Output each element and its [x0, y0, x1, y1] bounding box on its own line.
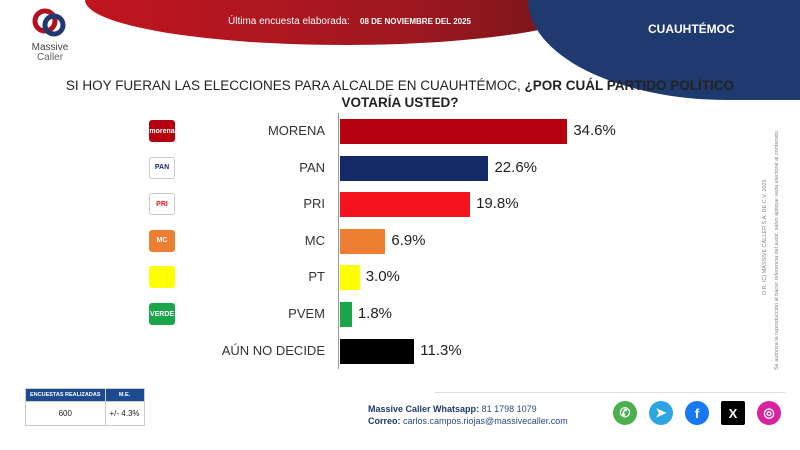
whatsapp-number[interactable]: 81 1798 1079 [481, 404, 537, 414]
logo-text: Caller [36, 52, 64, 63]
facebook-icon[interactable]: f [685, 401, 709, 425]
value-label: 19.8% [476, 195, 519, 213]
bar-aún-no-decide [340, 338, 415, 364]
survey-table: ENCUESTAS REALIZADAS M.E. 600 +/- 4.3% [25, 388, 145, 426]
margin-header: M.E. [104, 388, 145, 402]
category-label: MORENA [267, 123, 325, 138]
value-label: 1.8% [357, 305, 393, 322]
bar-morena [340, 119, 568, 144]
value-label: 11.3% [420, 341, 462, 359]
mc-logo-icon: MC [149, 229, 175, 252]
surveys-value: 600 [25, 401, 106, 426]
instagram-icon[interactable]: ◎ [757, 401, 781, 425]
reproduction-notice: Se autoriza la reproducción al hacer ref… [774, 131, 780, 370]
category-label: PT [308, 269, 325, 285]
massive-caller-logo: Massive Caller [25, 8, 75, 63]
bar-pvem [340, 302, 352, 327]
bar-mc [340, 228, 386, 254]
category-label: PAN [299, 159, 325, 175]
copyright-text: D.R. (C) MASSIVE CALLER S.A. DE C.V. 202… [762, 179, 768, 295]
value-label: 6.9% [391, 231, 426, 249]
divider [435, 392, 785, 393]
survey-date: 08 DE NOVIEMBRE DEL 2025 [360, 17, 472, 26]
value-label: 3.0% [365, 268, 400, 286]
contact-info: Massive Caller Whatsapp: 81 1798 1079 Co… [368, 403, 568, 427]
chart-axis [338, 113, 339, 369]
pvem-logo-icon: VERDE [149, 303, 175, 325]
margin-value: +/- 4.3% [104, 401, 145, 426]
whatsapp-label: Massive Caller Whatsapp: [368, 404, 480, 414]
value-label: 34.6% [573, 122, 616, 139]
email-label: Correo: [368, 416, 401, 426]
bar-pri [340, 192, 471, 218]
telegram-icon[interactable]: ➤ [649, 401, 673, 425]
pri-logo-icon: PRI [149, 193, 175, 216]
chart-title: SI HOY FUERAN LAS ELECCIONES PARA ALCALD… [65, 78, 735, 110]
pt-logo-icon: PT [149, 266, 175, 289]
pan-logo-icon: PAN [149, 156, 175, 179]
surveys-header: ENCUESTAS REALIZADAS [25, 388, 106, 402]
value-label: 22.6% [494, 158, 538, 176]
morena-logo-icon: morena [149, 120, 175, 142]
logo-text: Massive [31, 42, 69, 53]
category-label: PRI [303, 196, 325, 212]
category-label: PVEM [288, 306, 325, 321]
bar-pan [340, 155, 489, 181]
email-link[interactable]: carlos.campos.riojas@massivecaller.com [403, 416, 568, 426]
bar-pt [340, 265, 360, 291]
date-label: Última encuesta elaborada: [228, 16, 350, 27]
logo-icon [32, 8, 66, 37]
location: CUAUHTÉMOC [648, 22, 735, 36]
category-label: AÚN NO DECIDE [221, 342, 325, 358]
x-icon[interactable]: X [721, 401, 745, 425]
whatsapp-icon[interactable]: ✆ [613, 401, 637, 425]
category-label: MC [304, 232, 325, 248]
